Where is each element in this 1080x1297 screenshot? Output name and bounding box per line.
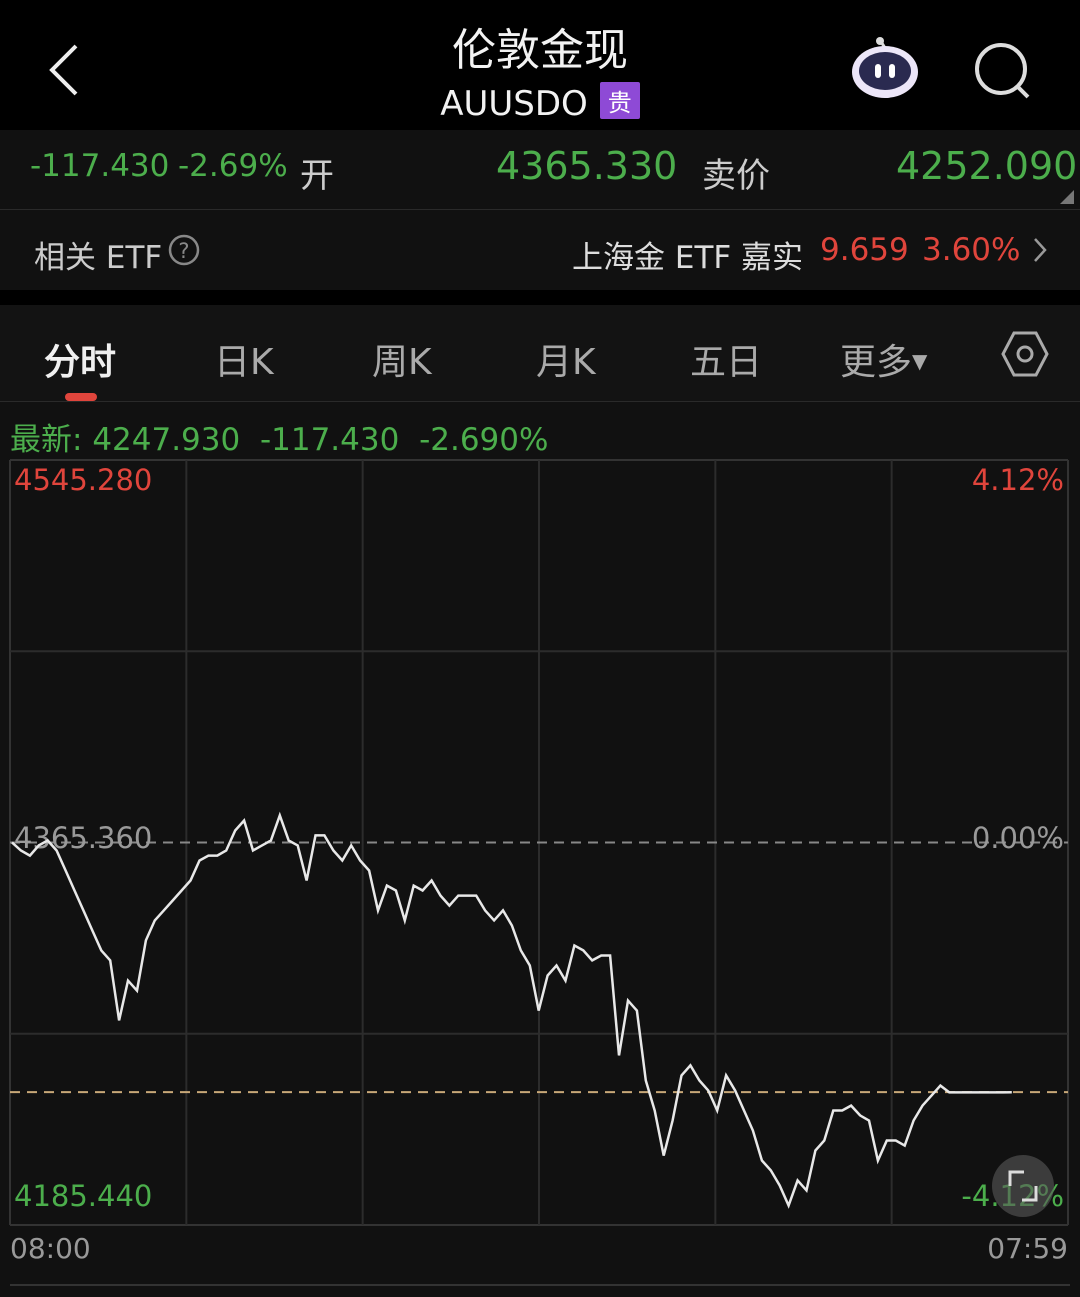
etf-change-percent: 3.60% <box>922 232 1021 268</box>
robot-assistant-icon[interactable] <box>848 36 922 102</box>
symbol-code: AUUSDO 贵 <box>0 82 1080 124</box>
related-etf-row[interactable]: 相关 ETF ? 上海金 ETF 嘉实 9.659 3.60% <box>0 210 1080 290</box>
bid-label: 卖价 <box>702 156 770 196</box>
pct-label-top: 4.12% <box>972 463 1064 497</box>
change-value: -117.430 <box>30 148 170 184</box>
tab-weekly-k[interactable]: 周K <box>372 342 432 383</box>
x-label-end: 07:59 <box>987 1232 1068 1265</box>
bid-value: 4252.090 <box>896 144 1078 188</box>
symbol-code-text: AUUSDO <box>440 84 588 124</box>
latest-readout: 最新: 4247.930 -117.430 -2.690% <box>10 414 548 459</box>
latest-change: -117.430 <box>259 422 400 458</box>
period-tabs: 分时 日K 周K 月K 五日 更多▼ <box>0 305 1080 402</box>
fullscreen-icon <box>1008 1170 1024 1186</box>
y-label-mid: 4365.360 <box>14 821 152 855</box>
svg-text:?: ? <box>178 239 189 263</box>
tab-monthly-k[interactable]: 月K <box>536 342 596 383</box>
x-label-start: 08:00 <box>10 1232 91 1265</box>
price-series-line <box>11 811 1012 1209</box>
fullscreen-button[interactable] <box>992 1155 1054 1217</box>
tab-five-day[interactable]: 五日 <box>690 342 763 383</box>
pct-label-mid: 0.00% <box>972 821 1064 855</box>
search-icon[interactable] <box>972 40 1034 102</box>
open-value: 4365.330 <box>496 144 678 188</box>
precious-metal-badge: 贵 <box>599 82 640 119</box>
tab-intraday[interactable]: 分时 <box>44 342 117 383</box>
related-etf-label: 相关 ETF <box>34 240 163 276</box>
active-tab-indicator <box>65 393 97 401</box>
tab-daily-k[interactable]: 日K <box>214 342 274 383</box>
chevron-right-icon[interactable] <box>1032 236 1048 264</box>
latest-price: 4247.930 <box>92 422 241 458</box>
help-icon[interactable]: ? <box>168 234 200 266</box>
quote-row: -117.430 -2.69% 开 4365.330 卖价 4252.090 <box>0 130 1080 210</box>
tab-more-label: 更多 <box>840 342 913 383</box>
back-chevron-icon[interactable] <box>44 42 84 98</box>
y-label-bottom: 4185.440 <box>14 1179 152 1213</box>
page-title: 伦敦金现 <box>452 25 628 76</box>
header: 伦敦金现 AUUSDO 贵 <box>0 0 1080 130</box>
caret-down-icon: ▼ <box>912 349 928 373</box>
etf-price: 9.659 <box>820 232 909 268</box>
latest-change-percent: -2.690% <box>419 422 549 458</box>
etf-name: 上海金 ETF 嘉实 <box>572 240 804 276</box>
y-label-top: 4545.280 <box>14 463 152 497</box>
tab-more[interactable]: 更多▼ <box>840 333 927 385</box>
settings-hexagon-icon[interactable] <box>1000 329 1050 379</box>
expand-corner-icon[interactable] <box>1060 190 1074 204</box>
open-label: 开 <box>300 156 334 196</box>
latest-label: 最新: <box>10 422 83 458</box>
change-percent: -2.69% <box>178 148 288 184</box>
